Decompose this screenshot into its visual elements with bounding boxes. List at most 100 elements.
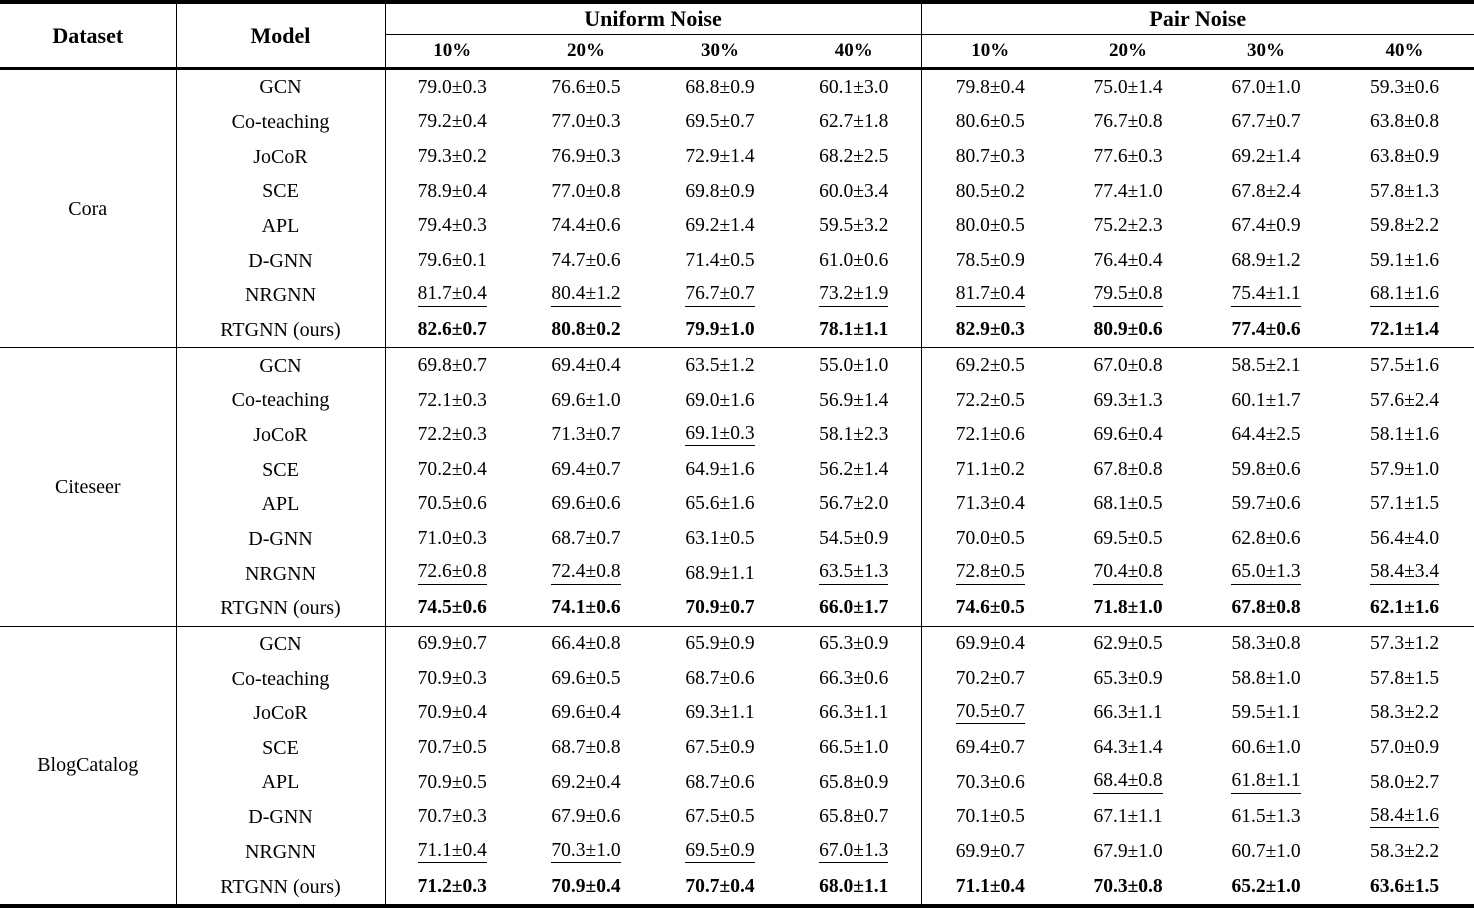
value-cell: 69.9±0.7 [385, 625, 519, 662]
value-cell: 58.8±1.0 [1197, 661, 1335, 696]
value-cell: 60.6±1.0 [1197, 730, 1335, 765]
best-value: 70.7±0.4 [685, 875, 755, 897]
value-cell: 58.3±2.2 [1335, 834, 1474, 869]
value-cell: 58.5±2.1 [1197, 347, 1336, 383]
best-value: 67.8±0.8 [1231, 597, 1301, 619]
value-cell: 63.5±1.3 [787, 556, 922, 591]
value-cell: 70.3±1.0 [519, 834, 653, 869]
value: 67.8±0.8 [1093, 458, 1163, 480]
column-header-uniform-20: 20% [519, 34, 653, 70]
value: 79.0±0.3 [417, 76, 487, 98]
value: 69.2±1.4 [1231, 145, 1301, 167]
model-label: JoCoR [176, 695, 386, 731]
value-cell: 79.0±0.3 [385, 69, 519, 105]
value-cell: 70.5±0.6 [385, 487, 519, 522]
value-cell: 69.5±0.9 [653, 834, 787, 869]
value-cell: 59.8±0.6 [1197, 452, 1335, 487]
value-cell: 63.5±1.2 [653, 347, 787, 383]
second-best-value: 68.1±1.6 [1369, 284, 1440, 307]
value-cell: 59.5±1.1 [1197, 696, 1335, 731]
column-header-uniform-10: 10% [385, 34, 519, 70]
value-cell: 70.7±0.4 [653, 869, 787, 906]
value-cell: 72.6±0.8 [385, 556, 519, 591]
value: 58.1±1.6 [1369, 424, 1440, 446]
table-row: D-GNN 71.0±0.3 68.7±0.7 63.1±0.5 54.5±0.9 70.… [0, 521, 1474, 557]
value: 80.5±0.2 [955, 180, 1025, 202]
value-cell: 68.8±0.9 [653, 69, 787, 105]
value-cell: 76.9±0.3 [519, 139, 653, 174]
value-cell: 80.5±0.2 [921, 174, 1059, 209]
value: 66.3±0.6 [819, 667, 889, 689]
table-row: RTGNN (ours) 82.6±0.7 80.8±0.2 79.9±1.0 78.1… [0, 312, 1474, 348]
value-cell: 59.3±0.6 [1335, 69, 1474, 105]
value-cell: 81.7±0.4 [385, 278, 519, 313]
value-cell: 71.1±0.4 [921, 869, 1059, 906]
value: 67.1±1.1 [1093, 806, 1163, 828]
value: 69.4±0.7 [551, 458, 621, 480]
value: 57.0±0.9 [1369, 737, 1440, 759]
value-cell: 61.5±1.3 [1197, 800, 1335, 835]
value: 80.6±0.5 [955, 111, 1025, 133]
value-cell: 65.0±1.3 [1197, 556, 1335, 591]
value-cell: 58.1±1.6 [1335, 418, 1474, 453]
value-cell: 77.6±0.3 [1059, 139, 1197, 174]
value-cell: 81.7±0.4 [921, 278, 1059, 313]
best-value: 74.5±0.6 [417, 597, 487, 619]
table-row: RTGNN (ours) 71.2±0.3 70.9±0.4 70.7±0.4 68.0… [0, 869, 1474, 906]
second-best-value: 69.1±0.3 [685, 424, 755, 447]
value-cell: 68.0±1.1 [787, 869, 922, 906]
value-cell: 77.4±0.6 [1197, 313, 1335, 348]
best-value: 70.9±0.7 [685, 597, 755, 619]
best-value: 80.9±0.6 [1093, 319, 1163, 341]
value-cell: 58.4±3.4 [1335, 556, 1474, 591]
model-label: Co-teaching [176, 661, 386, 696]
value-cell: 76.4±0.4 [1059, 243, 1197, 278]
value: 58.1±2.3 [819, 424, 889, 446]
value: 71.3±0.7 [551, 424, 621, 446]
value: 63.5±1.2 [685, 354, 755, 376]
value: 72.1±0.3 [417, 389, 487, 411]
best-value: 74.6±0.5 [955, 597, 1025, 619]
value-cell: 58.0±2.7 [1335, 765, 1474, 800]
value-cell: 69.6±0.5 [519, 661, 653, 696]
model-label: APL [176, 765, 386, 800]
value-cell: 69.4±0.7 [519, 452, 653, 487]
value-cell: 69.4±0.7 [921, 730, 1059, 765]
value: 59.8±0.6 [1231, 458, 1301, 480]
value: 70.3±0.6 [955, 771, 1025, 793]
value-cell: 72.4±0.8 [519, 556, 653, 591]
value: 69.4±0.7 [955, 737, 1025, 759]
best-value: 71.1±0.4 [955, 875, 1025, 897]
value: 57.1±1.5 [1369, 493, 1440, 515]
value: 69.6±0.5 [551, 667, 621, 689]
value-cell: 62.7±1.8 [787, 104, 922, 140]
value-cell: 79.8±0.4 [921, 69, 1059, 105]
value: 70.7±0.5 [417, 737, 487, 759]
value-cell: 65.9±0.9 [653, 625, 787, 662]
value-cell: 69.2±1.4 [653, 209, 787, 244]
table-row: D-GNN 79.6±0.1 74.7±0.6 71.4±0.5 61.0±0.6 78.… [0, 243, 1474, 278]
value-cell: 58.3±2.2 [1335, 696, 1474, 731]
value-cell: 68.1±1.6 [1335, 278, 1474, 313]
value-cell: 69.4±0.4 [519, 347, 653, 383]
value-cell: 63.8±0.8 [1335, 105, 1474, 140]
dataset-label-citeseer: Citeseer [0, 347, 177, 627]
table-row: Co-teaching 79.2±0.4 77.0±0.3 69.5±0.7 62.7±… [0, 104, 1474, 140]
value-cell: 62.1±1.6 [1335, 591, 1474, 626]
value-cell: 71.3±0.4 [921, 487, 1059, 522]
value-cell: 67.1±1.1 [1059, 800, 1197, 835]
table-row: BlogCatalog GCN 69.9±0.7 66.4±0.8 65.9±0.9 65… [0, 625, 1474, 906]
value-cell: 80.7±0.3 [921, 139, 1059, 174]
value: 57.3±1.2 [1369, 633, 1440, 655]
value: 60.0±3.4 [819, 180, 889, 202]
best-value: 74.1±0.6 [551, 597, 621, 619]
value: 61.0±0.6 [819, 249, 889, 271]
value-cell: 79.4±0.3 [385, 209, 519, 244]
value-cell: 65.8±0.7 [787, 799, 922, 835]
value-cell: 70.3±0.6 [921, 765, 1059, 800]
value: 79.6±0.1 [417, 249, 487, 271]
second-best-value: 69.5±0.9 [685, 840, 755, 864]
value: 71.4±0.5 [685, 249, 755, 271]
value: 72.2±0.3 [417, 424, 487, 446]
value: 79.8±0.4 [955, 76, 1025, 98]
